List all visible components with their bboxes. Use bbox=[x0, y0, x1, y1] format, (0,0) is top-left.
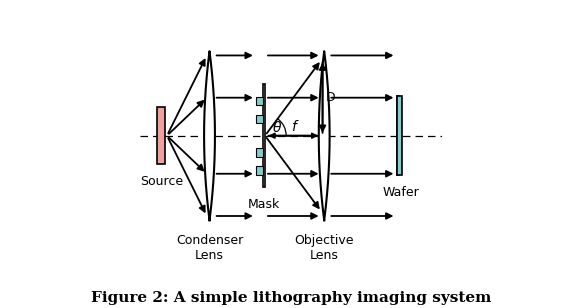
Bar bbox=[256, 97, 262, 105]
Text: f: f bbox=[292, 120, 296, 134]
Bar bbox=[256, 115, 262, 123]
Text: Mask: Mask bbox=[248, 198, 280, 211]
Bar bbox=[256, 148, 262, 156]
Bar bbox=[397, 96, 402, 175]
Text: θ: θ bbox=[272, 121, 281, 135]
Text: Figure 2: A simple lithography imaging system: Figure 2: A simple lithography imaging s… bbox=[91, 291, 491, 305]
Polygon shape bbox=[204, 51, 215, 220]
Text: Condenser
Lens: Condenser Lens bbox=[176, 234, 243, 262]
Text: D: D bbox=[326, 91, 336, 104]
Polygon shape bbox=[319, 51, 329, 220]
Text: Source: Source bbox=[140, 175, 183, 188]
Bar bbox=[256, 166, 262, 175]
Text: Wafer: Wafer bbox=[382, 185, 419, 199]
Bar bbox=[262, 84, 265, 187]
Text: Objective
Lens: Objective Lens bbox=[294, 234, 354, 262]
Bar bbox=[157, 107, 165, 164]
Bar bbox=[397, 96, 399, 175]
